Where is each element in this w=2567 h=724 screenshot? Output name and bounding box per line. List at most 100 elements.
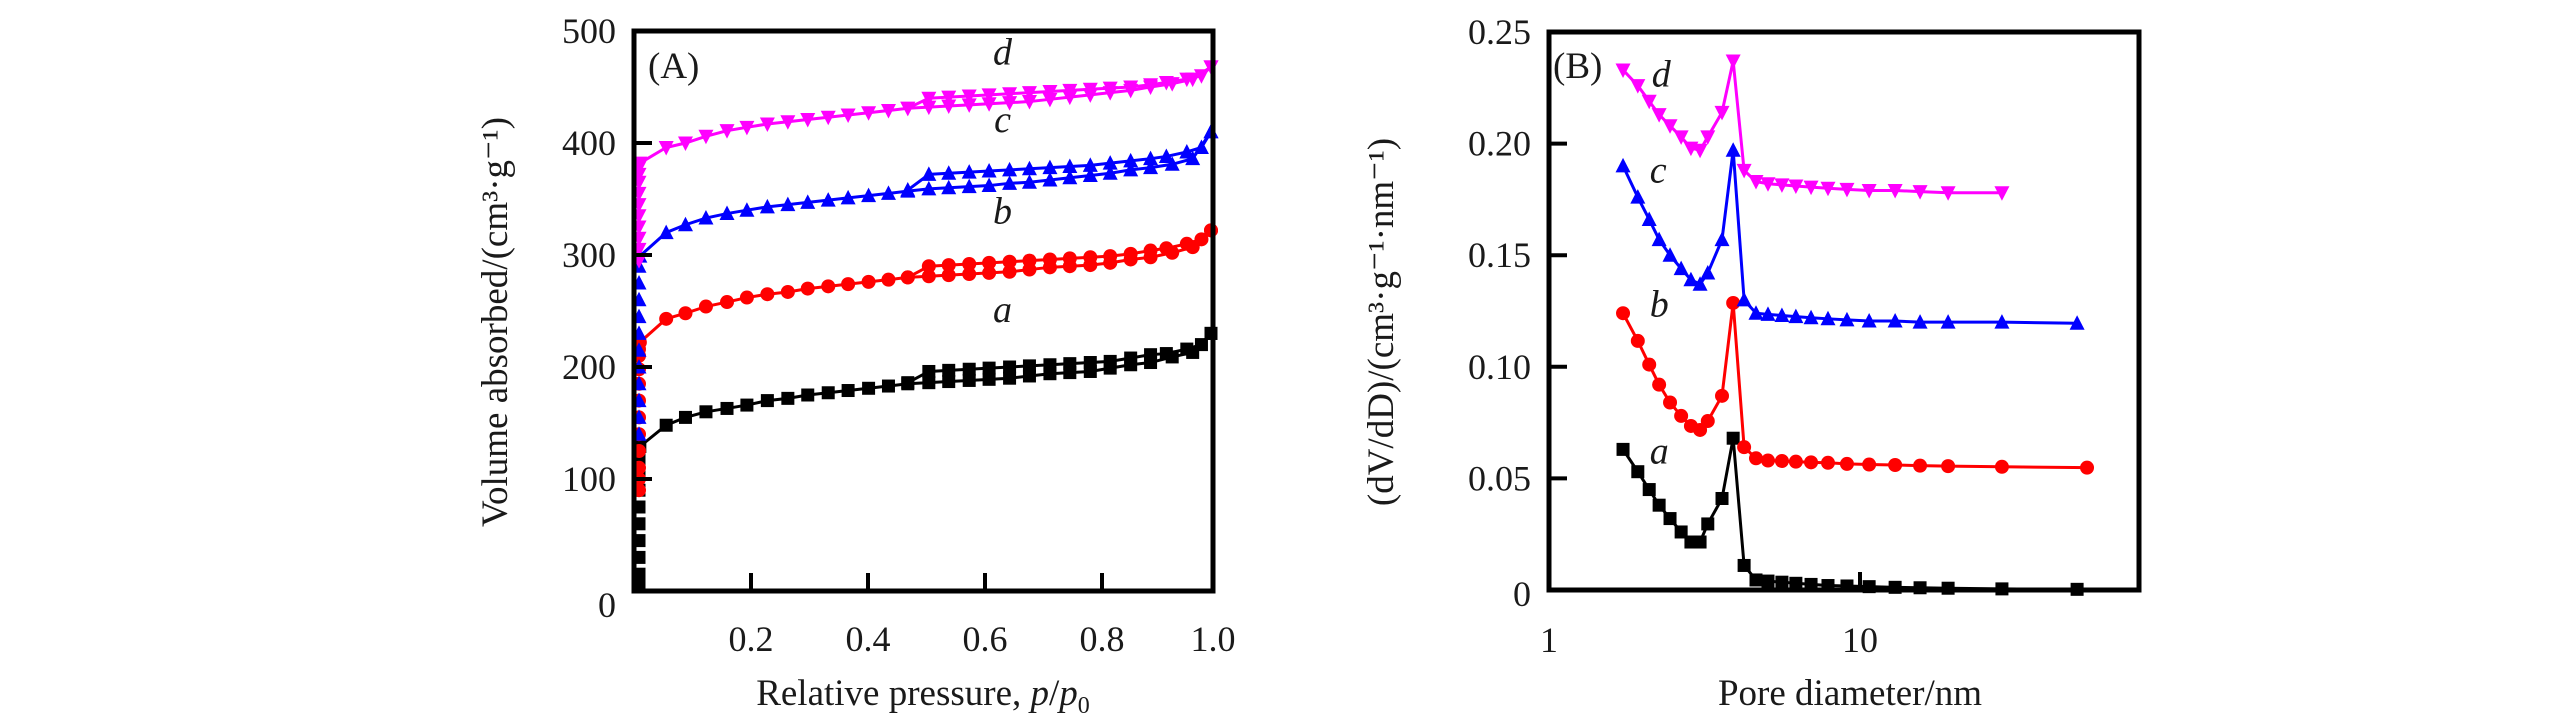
panel-a-a-adsorption-point xyxy=(678,410,692,424)
panel-b-d-point xyxy=(1641,94,1657,110)
panel-a-a-adsorption-point xyxy=(781,391,795,405)
panel-b-d-point xyxy=(1774,178,1790,193)
panel-b-d-point xyxy=(1692,143,1708,159)
panel-b-d-point xyxy=(1788,179,1804,195)
panel-b-b-point xyxy=(1820,455,1835,470)
panel-b-d-point xyxy=(1861,183,1877,199)
panel-b-x-tick-label: 10 xyxy=(1842,620,1878,660)
panel-a-d-desorption-point xyxy=(900,101,916,117)
panel-a-c-adsorption-point xyxy=(1164,156,1180,171)
panel-b-d-point xyxy=(1887,183,1903,199)
panel-a-x-tick-label: 0.4 xyxy=(846,619,891,659)
panel-a-x-tick-label: 0.8 xyxy=(1080,619,1125,659)
panel-a-d-adsorption-point xyxy=(820,110,836,126)
panel-a-y-tick-label: 0 xyxy=(598,585,616,625)
panel-a-d-adsorption-point xyxy=(780,115,796,130)
panel-a-d-adsorption-point xyxy=(1042,92,1058,108)
panel-a-a-desorption-point xyxy=(1159,347,1173,361)
panel-a-d-adsorption-point xyxy=(981,97,997,112)
panel-a-c-desorption-point xyxy=(1193,139,1209,154)
panel-b-c-point xyxy=(1673,260,1689,276)
panel-a-d-adsorption-point xyxy=(739,120,755,136)
panel-b-d-point xyxy=(1748,175,1764,190)
panel-a-d-adsorption-point xyxy=(1002,96,1018,111)
panel-a-b-adsorption-point xyxy=(780,284,795,299)
panel-a-d-adsorption-line xyxy=(632,65,1212,261)
panel-a-c-adsorption-point xyxy=(861,187,877,203)
panel-a-b-adsorption-point xyxy=(881,272,896,287)
panel-b-c-point xyxy=(1692,276,1708,291)
panel-a-series-layer xyxy=(631,60,1219,592)
panel-b-c-point xyxy=(1820,310,1836,326)
panel-a-d-adsorption-point xyxy=(719,124,735,139)
panel-a-a-desorption-point xyxy=(1043,358,1057,372)
panel-b-d-point xyxy=(1714,105,1730,121)
panel-a-b-adsorption-point xyxy=(841,277,856,292)
panel-a-b-adsorption-point xyxy=(659,311,674,326)
panel-a-c-desorption-point xyxy=(1143,150,1159,166)
panel-b-b-point xyxy=(1862,457,1877,472)
panel-b-d-point xyxy=(1912,185,1928,200)
panel-a-x-axis-title: Relative pressure, p/p0 xyxy=(756,673,1090,719)
panel-b-c-line xyxy=(1621,150,2078,325)
panel-b-c-point xyxy=(1887,313,1903,328)
panel-b-a-point xyxy=(1749,573,1763,587)
panel-a-d-adsorption-point xyxy=(759,117,775,132)
panel-a-isotherm-chart: 0 100 200 300 400 500 0.2 0.4 0.6 0.8 1.0 (A) a b cd… xyxy=(475,11,1236,719)
panel-a-series-d xyxy=(631,60,1219,269)
panel-a-a-desorption-point xyxy=(1180,342,1194,356)
panel-b-a-point xyxy=(1693,535,1707,549)
panel-a-d-adsorption-point xyxy=(880,104,896,119)
panel-b-b-point xyxy=(1839,456,1854,471)
panel-a-a-adsorption-point xyxy=(922,376,936,390)
panel-a-c-desorption-point xyxy=(1062,158,1078,174)
panel-a-y-tick-label: 200 xyxy=(562,347,616,387)
panel-a-c-adsorption-point xyxy=(921,180,937,196)
panel-b-c-point xyxy=(1630,189,1646,204)
panel-a-b-adsorption-point xyxy=(821,279,836,294)
panel-a-d-adsorption-point xyxy=(840,108,856,123)
panel-a-b-adsorption-point xyxy=(698,299,713,314)
panel-a-c-adsorption-point xyxy=(698,210,714,225)
panel-b-a-point xyxy=(1652,498,1666,512)
panel-a-label: (A) xyxy=(648,46,699,87)
panel-a-c-desorption-point xyxy=(1158,148,1174,163)
panel-b-b-point xyxy=(1994,459,2009,474)
panel-a-c-adsorption-point xyxy=(719,205,735,221)
panel-b-d-line xyxy=(1621,60,2002,195)
panel-a-x-tick-label: 1.0 xyxy=(1191,619,1236,659)
panel-b-b-point xyxy=(1913,458,1928,473)
panel-a-c-desorption-point xyxy=(1002,161,1018,177)
panel-a-a-desorption-point xyxy=(1063,357,1077,371)
panel-a-b-adsorption-point xyxy=(760,287,775,302)
panel-a-b-desorption-point xyxy=(1002,254,1017,269)
panel-a-d-desorption-point xyxy=(941,90,957,106)
panel-a-c-desorption-point xyxy=(961,164,977,179)
panel-a-c-adsorption-point xyxy=(1002,175,1018,190)
panel-b-d-point xyxy=(1839,182,1855,198)
panel-a-d-desorption-point xyxy=(1102,81,1118,97)
panel-b-a-point xyxy=(1701,517,1715,531)
panel-b-d-point xyxy=(1615,63,1631,78)
panel-a-b-adsorption-point xyxy=(921,269,936,284)
panel-b-b-point xyxy=(1652,377,1667,392)
panel-b-d-point xyxy=(1673,130,1689,145)
panel-b-c-point xyxy=(1774,307,1790,322)
panel-b-b-point xyxy=(1888,458,1903,473)
panel-b-b-line xyxy=(1621,302,2088,470)
panel-a-d-adsorption-point xyxy=(658,140,674,156)
panel-a-d-desorption-point xyxy=(1123,80,1139,95)
panel-a-d-desorption-point xyxy=(1021,86,1037,101)
panel-a-curve-label-d: d xyxy=(993,32,1013,74)
panel-a-b-desorption-point xyxy=(982,255,997,270)
panel-b-c-point xyxy=(1994,314,2010,329)
panel-a-b-desorption-point xyxy=(900,270,915,285)
panel-b-c-point xyxy=(1615,157,1631,173)
panel-b-plot-frame xyxy=(1546,29,2142,593)
panel-a-d-adsorption-point xyxy=(861,106,877,121)
panel-a-c-adsorption-point xyxy=(677,216,693,232)
panel-a-b-adsorption-point xyxy=(962,267,977,282)
panel-a-a-desorption-point xyxy=(1144,348,1158,362)
panel-a-a-desorption-point xyxy=(901,376,915,390)
